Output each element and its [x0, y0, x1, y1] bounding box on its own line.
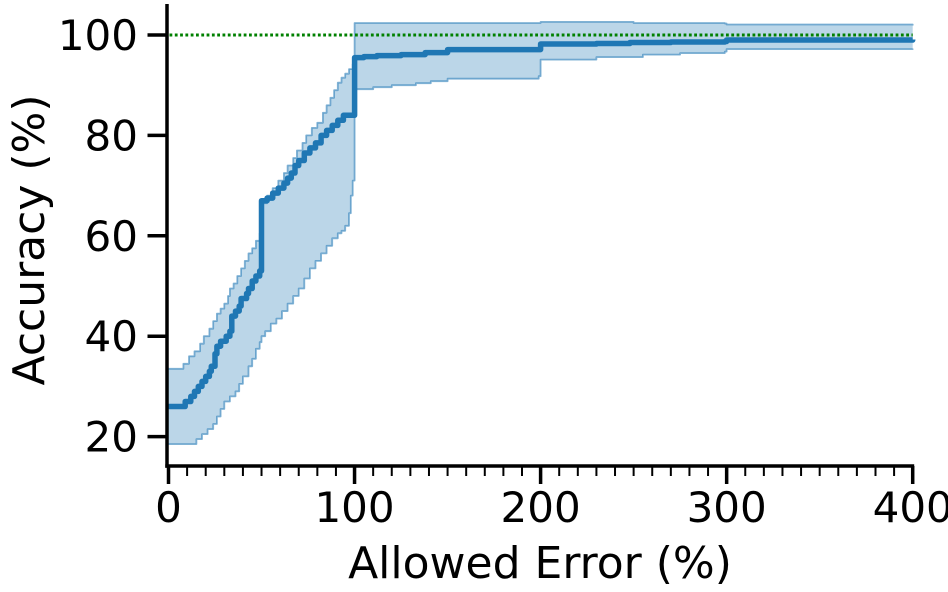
tick-labels-layer: 0 100 200 300 400 20 40 60 80 100 [58, 11, 948, 532]
x-tick-label: 100 [314, 483, 394, 532]
x-tick-label: 200 [501, 483, 581, 532]
y-axis-title: Accuracy (%) [4, 94, 55, 385]
y-tick-label: 20 [85, 413, 138, 462]
y-tick-label: 80 [85, 111, 138, 160]
axes-layer [147, 4, 915, 484]
confidence-band-fill [168, 21, 913, 445]
y-tick-label: 60 [85, 212, 138, 261]
x-tick-label: 400 [873, 483, 948, 532]
median-accuracy-line [168, 37, 916, 410]
x-tick-label: 300 [687, 483, 767, 532]
y-tick-label: 100 [58, 11, 138, 60]
series-layer [168, 37, 916, 410]
y-tick-label: 40 [85, 312, 138, 361]
confidence-band-lower-edge [168, 48, 914, 445]
x-tick-label: 0 [155, 483, 182, 532]
confidence-band-layer [168, 21, 914, 445]
x-axis-title: Allowed Error (%) [348, 538, 732, 588]
